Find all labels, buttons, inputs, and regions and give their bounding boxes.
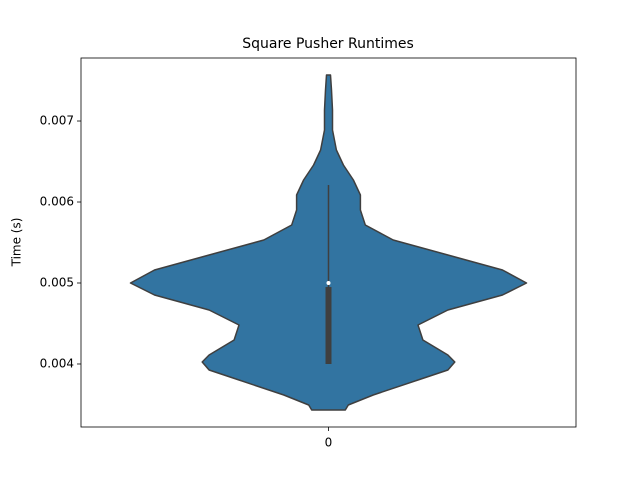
y-tick-label: 0.005 [40, 275, 74, 289]
y-tick-label: 0.004 [40, 356, 74, 370]
y-tick-label: 0.006 [40, 195, 74, 209]
x-tick-label: 0 [325, 436, 333, 450]
box [325, 287, 332, 364]
median [326, 280, 331, 285]
y-tick-label: 0.007 [40, 114, 74, 128]
plot-frame [80, 57, 577, 428]
y-axis-label: Time (s) [10, 218, 24, 268]
chart-title: Square Pusher Runtimes [242, 36, 414, 52]
